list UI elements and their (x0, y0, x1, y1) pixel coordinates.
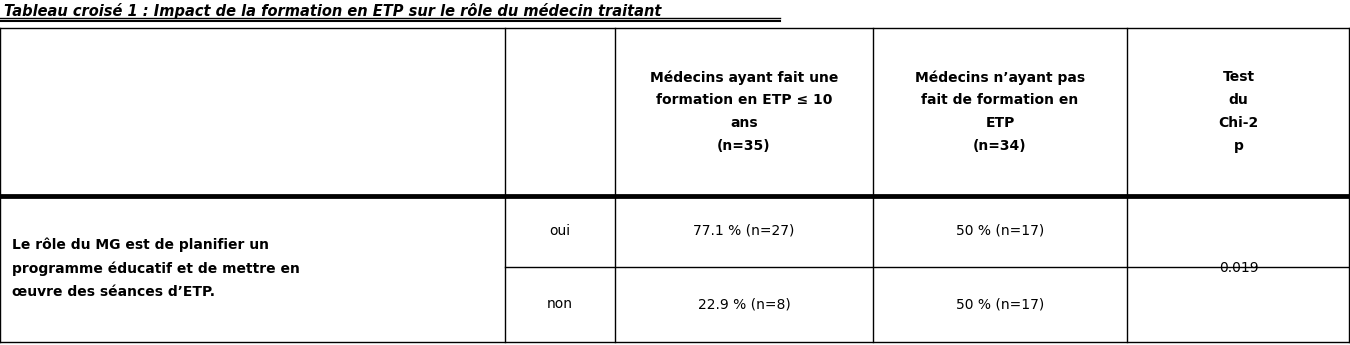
Text: 50 % (n=17): 50 % (n=17) (956, 224, 1044, 238)
Text: 22.9 % (n=8): 22.9 % (n=8) (698, 297, 790, 312)
Text: oui: oui (549, 224, 571, 238)
Text: Médecins ayant fait une
formation en ETP ≤ 10
ans
(n=35): Médecins ayant fait une formation en ETP… (649, 70, 838, 153)
Text: 50 % (n=17): 50 % (n=17) (956, 297, 1044, 312)
Text: 0.019: 0.019 (1219, 262, 1258, 276)
Text: 77.1 % (n=27): 77.1 % (n=27) (694, 224, 795, 238)
Text: Médecins n’ayant pas
fait de formation en
ETP
(n=34): Médecins n’ayant pas fait de formation e… (915, 70, 1085, 153)
Text: non: non (547, 297, 572, 312)
Text: Le rôle du MG est de planifier un
programme éducatif et de mettre en
œuvre des s: Le rôle du MG est de planifier un progra… (12, 238, 300, 299)
Text: Test
du
Chi-2
p: Test du Chi-2 p (1218, 70, 1258, 153)
Text: Tableau croisé 1 : Impact de la formation en ETP sur le rôle du médecin traitant: Tableau croisé 1 : Impact de la formatio… (4, 3, 661, 19)
